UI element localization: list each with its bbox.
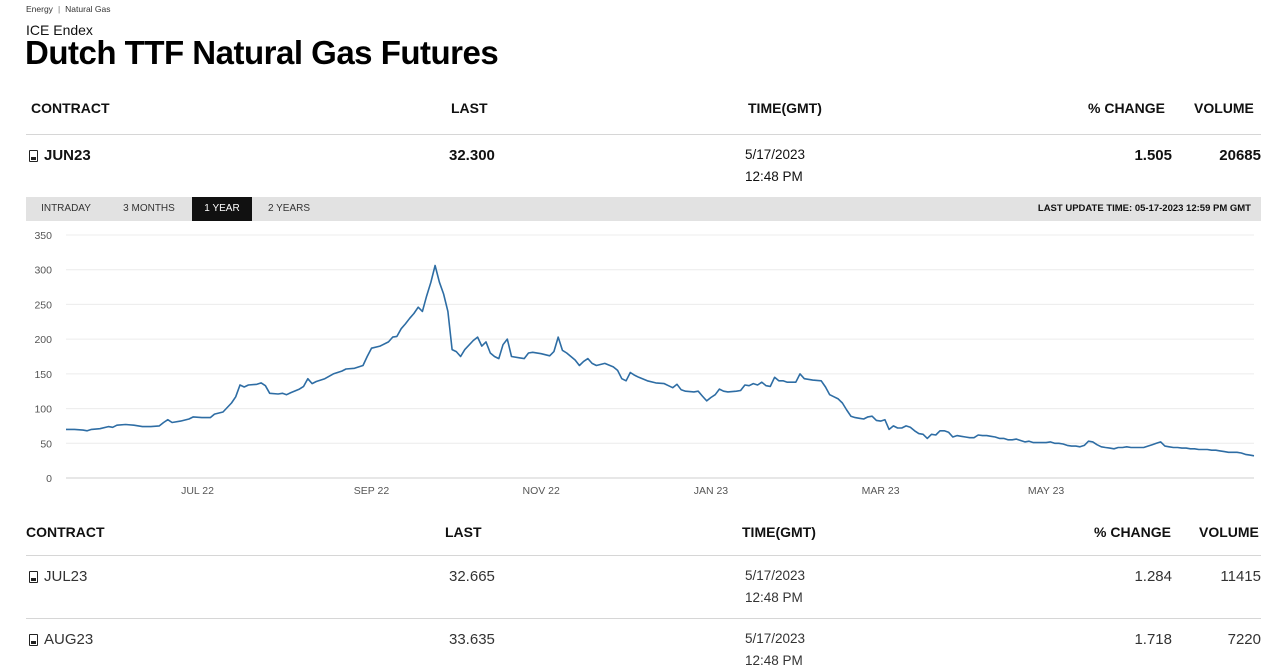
y-tick-label: 0 [46, 473, 52, 485]
document-icon [29, 570, 38, 583]
contract-volume: 11415 [1220, 568, 1261, 585]
tab-1-year[interactable]: 1 YEAR [192, 197, 252, 221]
contract-time: 5/17/2023 12:48 PM [745, 565, 805, 609]
header-divider [26, 134, 1261, 135]
tab-intraday[interactable]: INTRADAY [41, 203, 91, 214]
contract-time-clock: 12:48 PM [745, 653, 803, 668]
contract-time-clock: 12:48 PM [745, 590, 803, 605]
contract-change: 1.718 [1134, 631, 1172, 648]
x-tick-label: JAN 23 [694, 485, 729, 497]
x-tick-label: SEP 22 [354, 485, 390, 497]
contract-last: 33.635 [449, 631, 495, 648]
x-tick-label: JUL 22 [181, 485, 214, 497]
contract-name: AUG23 [44, 631, 94, 648]
lead-time-clock: 12:48 PM [745, 169, 803, 184]
range-selector: INTRADAY 3 MONTHS 1 YEAR 2 YEARS LAST UP… [26, 197, 1261, 221]
header-divider-2 [26, 555, 1261, 556]
y-tick-label: 250 [34, 299, 52, 311]
y-tick-label: 150 [34, 369, 52, 381]
tab-2-years[interactable]: 2 YEARS [267, 203, 311, 214]
contract-row-jul23[interactable]: JUL23 [29, 568, 87, 585]
contract-row-aug23[interactable]: AUG23 [29, 631, 93, 648]
document-icon [29, 149, 38, 162]
breadcrumb-natural-gas[interactable]: Natural Gas [65, 4, 111, 14]
lead-time: 5/17/2023 12:48 PM [745, 144, 805, 188]
y-tick-label: 300 [34, 265, 52, 277]
contract-change: 1.284 [1134, 568, 1172, 585]
breadcrumb: Energy | Natural Gas [26, 4, 111, 14]
page-title: Dutch TTF Natural Gas Futures [25, 34, 499, 71]
header-last: LAST [451, 100, 488, 116]
row-divider [26, 618, 1261, 619]
y-tick-label: 50 [40, 438, 52, 450]
contract-time-date: 5/17/2023 [745, 631, 806, 646]
y-tick-label: 100 [34, 404, 52, 416]
x-tick-label: MAR 23 [862, 485, 900, 497]
header-time-2: TIME(GMT) [742, 524, 816, 540]
breadcrumb-energy[interactable]: Energy [26, 4, 53, 14]
lead-contract-row[interactable]: JUN23 [29, 147, 91, 164]
header-contract: CONTRACT [31, 100, 110, 116]
document-icon [29, 633, 38, 646]
exchange-name: ICE Endex [26, 22, 93, 38]
header-volume: VOLUME [1194, 100, 1254, 116]
y-tick-label: 350 [34, 230, 52, 242]
x-tick-label: NOV 22 [523, 485, 561, 497]
header-change-2: % CHANGE [1094, 524, 1172, 540]
contract-time: 5/17/2023 12:48 PM [745, 628, 805, 669]
x-tick-label: MAY 23 [1028, 485, 1065, 497]
contract-volume: 7220 [1227, 631, 1261, 648]
lead-volume: 20685 [1219, 147, 1261, 164]
contract-name: JUL23 [44, 568, 88, 585]
last-update-time: LAST UPDATE TIME: 05-17-2023 12:59 PM GM… [1037, 203, 1251, 214]
lead-time-date: 5/17/2023 [745, 147, 806, 162]
price-chart[interactable]: 0 50 100 150 200 250 300 350 JUL 22 SEP 22 NOV 22 J… [0, 223, 1280, 503]
price-series-line [66, 264, 1255, 457]
tab-3-months[interactable]: 3 MONTHS [123, 203, 175, 214]
header-time: TIME(GMT) [748, 100, 822, 116]
breadcrumb-separator: | [57, 4, 61, 14]
contract-time-date: 5/17/2023 [745, 568, 806, 583]
y-tick-label: 200 [34, 334, 52, 346]
contract-last: 32.665 [449, 568, 495, 585]
lead-change: 1.505 [1134, 147, 1172, 164]
header-change: % CHANGE [1088, 100, 1166, 116]
header-contract-2: CONTRACT [26, 524, 105, 540]
header-volume-2: VOLUME [1199, 524, 1259, 540]
header-last-2: LAST [445, 524, 482, 540]
lead-contract-name: JUN23 [44, 147, 91, 164]
lead-last: 32.300 [449, 147, 495, 164]
